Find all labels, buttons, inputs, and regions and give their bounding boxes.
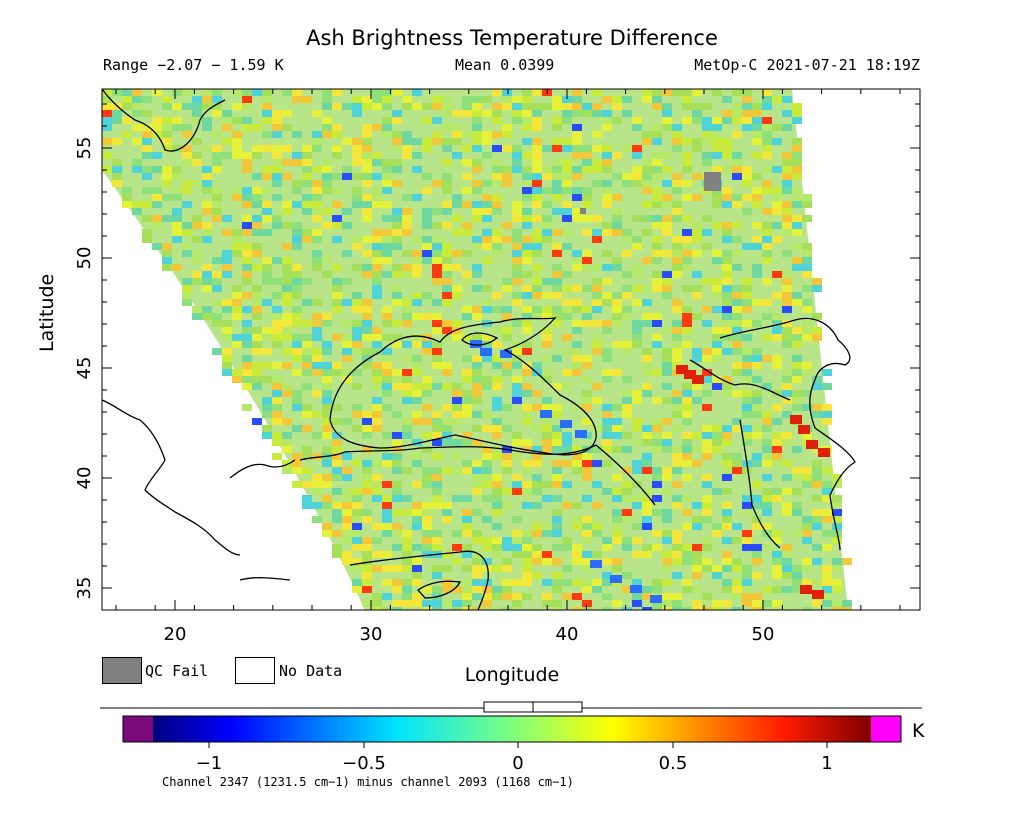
black-sea-coast: [329, 317, 597, 456]
iran-border: [739, 419, 781, 549]
y-tick-label: 40: [74, 467, 95, 490]
qc-fail-pixel: [704, 172, 721, 191]
swath-field: [102, 89, 852, 610]
axes: 20 30 40 50 55 50 45 40 35: [74, 89, 920, 645]
qc-fail-label: QC Fail: [145, 662, 209, 680]
y-axis-label: Latitude: [36, 273, 58, 352]
y-tick-label: 50: [74, 247, 95, 270]
no-data-swatch: [235, 657, 275, 684]
colorbar-underflow: [123, 716, 153, 742]
x-tick-label: 20: [164, 624, 187, 645]
colorbar-tick-label: 0: [512, 753, 523, 774]
anatolia-coast: [299, 444, 656, 610]
x-tick-label: 40: [556, 624, 579, 645]
colorbar-tick-label: −0.5: [342, 753, 386, 774]
coastlines: [102, 89, 856, 610]
mean-label: Mean 0.0399: [455, 56, 555, 74]
chart-title: Ash Brightness Temperature Difference: [306, 26, 718, 50]
cyprus-coast: [417, 580, 461, 599]
crete-coast: [239, 577, 291, 581]
plot-frame: [101, 88, 921, 611]
colorbar: −1 −0.5 0 0.5 1: [100, 701, 922, 774]
colorbar-tick-label: −1: [196, 753, 223, 774]
colorbar-tick-label: 0.5: [659, 753, 688, 774]
colorbar-unit: K: [912, 720, 925, 742]
greece-coast: [102, 399, 296, 556]
x-tick-label: 50: [752, 624, 775, 645]
qc-fail-swatch: [102, 657, 142, 684]
y-tick-label: 35: [74, 577, 95, 600]
azov-coast: [461, 332, 499, 346]
channel-caption: Channel 2347 (1231.5 cm−1) minus channel…: [162, 775, 574, 789]
no-data-label: No Data: [279, 662, 343, 680]
caucasus-border: [689, 359, 791, 401]
colorbar-tick-label: 1: [821, 753, 832, 774]
y-tick-label: 45: [74, 357, 95, 380]
baltic-coast: [102, 89, 226, 152]
colorbar-ramp: [153, 716, 871, 742]
colorbar-overflow: [871, 716, 901, 742]
satellite-label: MetOp-C 2021-07-21 18:19Z: [694, 56, 920, 74]
x-tick-label: 30: [360, 624, 383, 645]
x-axis-label: Longitude: [464, 664, 560, 686]
caspian-coast: [719, 317, 856, 551]
qc-fail-pixel: [580, 208, 586, 214]
y-tick-label: 55: [74, 137, 95, 160]
range-label: Range −2.07 − 1.59 K: [103, 56, 284, 74]
